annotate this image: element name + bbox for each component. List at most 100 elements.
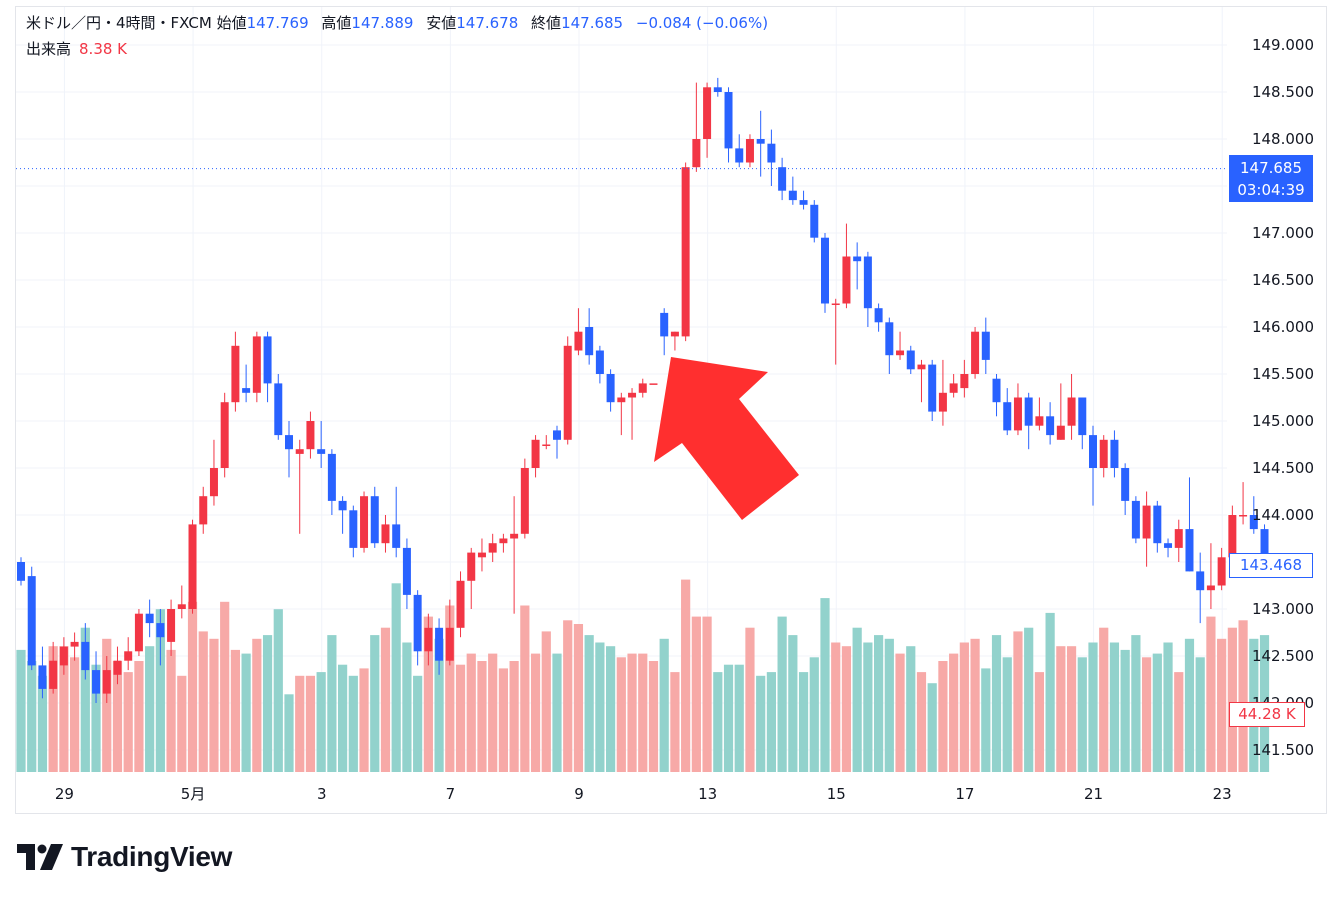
candle-body xyxy=(649,383,658,385)
volume-bar xyxy=(616,657,626,772)
y-tick-label: 149.000 xyxy=(1252,36,1314,54)
candle-body xyxy=(1067,397,1076,426)
candle-body xyxy=(1121,468,1130,501)
candle-body xyxy=(231,345,240,403)
candle-body xyxy=(628,392,637,398)
volume-bar xyxy=(1034,672,1044,772)
volume-bar xyxy=(1238,620,1248,772)
candle-body xyxy=(285,435,293,450)
volume-bar xyxy=(80,627,90,772)
candle-body xyxy=(70,641,79,647)
volume-bar xyxy=(48,646,58,772)
candle-body xyxy=(563,345,572,440)
candle-body xyxy=(27,576,36,666)
candle-body xyxy=(670,331,679,337)
candle-body xyxy=(1003,402,1012,431)
volume-bar xyxy=(916,672,927,772)
volume-bar xyxy=(1184,638,1195,772)
candle-body xyxy=(681,167,690,337)
candle-body xyxy=(424,627,433,652)
candle-body xyxy=(885,322,894,356)
volume-bar xyxy=(145,646,155,772)
volume-bar xyxy=(606,646,616,772)
candle-body xyxy=(263,336,272,384)
volume-bar xyxy=(166,649,176,772)
volume-bar xyxy=(788,635,798,772)
candle-body xyxy=(435,627,444,661)
candle-body xyxy=(402,547,411,595)
volume-bar xyxy=(1099,627,1109,772)
y-tick-label: 141.500 xyxy=(1252,741,1314,759)
volume-bar xyxy=(820,598,830,772)
candle-body xyxy=(295,449,304,454)
volume-bar xyxy=(402,642,412,772)
y-tick-label: 144.500 xyxy=(1252,459,1314,477)
volume-bar xyxy=(1066,646,1077,772)
x-tick-label: 21 xyxy=(1084,785,1103,803)
volume-bar xyxy=(777,616,787,772)
volume-bar xyxy=(155,609,165,772)
volume-bar xyxy=(70,657,80,772)
candle-body xyxy=(853,256,862,262)
tradingview-logo[interactable]: TradingView xyxy=(17,841,232,873)
volume-bar xyxy=(220,601,230,772)
legend-volume: 出来高 8.38 K xyxy=(26,38,127,59)
volume-bar xyxy=(991,635,1002,772)
y-tick-label: 145.500 xyxy=(1252,365,1314,383)
candle-body xyxy=(1153,505,1162,544)
open-value: 147.769 xyxy=(246,14,309,32)
volume-bar xyxy=(1056,646,1066,772)
volume-bar xyxy=(423,616,433,772)
last-price-value: 147.685 xyxy=(1239,159,1303,177)
volume-bar xyxy=(262,635,273,772)
x-tick-label: 7 xyxy=(446,785,456,803)
volume-tag: 44.28 K xyxy=(1229,702,1305,727)
volume-bar xyxy=(681,579,691,772)
volume-bar xyxy=(198,631,208,772)
volume-bar xyxy=(841,646,852,772)
volume-bar xyxy=(123,672,133,772)
volume-bar xyxy=(91,664,101,772)
volume-bar xyxy=(338,664,348,772)
symbol-label[interactable]: 米ドル／円・4時間・FXCM xyxy=(26,14,212,32)
candle-body xyxy=(156,623,165,638)
candle-body xyxy=(863,256,872,309)
y-tick-label: 147.000 xyxy=(1252,224,1314,242)
time-axis[interactable]: 29 5月 3 7 9 13 15 17 21 23 xyxy=(55,785,1232,803)
volume-bar xyxy=(134,661,144,772)
cursor-price-tag: 143.468 xyxy=(1229,553,1313,578)
volume-bar xyxy=(466,653,476,772)
volume-bars xyxy=(16,579,1270,772)
candlestick-chart[interactable]: 149.000148.500148.000147.500147.000146.5… xyxy=(16,7,1328,815)
volume-bar xyxy=(273,609,283,772)
candle-body xyxy=(488,543,497,553)
volume-bar xyxy=(595,642,605,772)
volume-bar xyxy=(391,583,401,772)
tradingview-logo-icon xyxy=(17,844,63,870)
y-tick-label: 146.500 xyxy=(1252,271,1314,289)
candle-body xyxy=(713,87,722,92)
x-tick-label: 15 xyxy=(827,785,846,803)
volume-bar xyxy=(1206,616,1216,772)
candle-body xyxy=(381,524,390,544)
candle-body xyxy=(177,604,186,609)
volume-bar xyxy=(927,683,937,772)
candle-body xyxy=(81,641,90,671)
legend-ohlc: 米ドル／円・4時間・FXCM 始値147.769 高値147.889 安値147… xyxy=(26,12,776,33)
low-value: 147.678 xyxy=(456,14,519,32)
price-axis[interactable]: 149.000148.500148.000147.500147.000146.5… xyxy=(1252,36,1314,759)
candle-body xyxy=(617,397,626,403)
bar-countdown: 03:04:39 xyxy=(1237,181,1305,199)
volume-bar xyxy=(563,620,573,772)
volume-bar xyxy=(552,653,562,772)
candle-body xyxy=(467,552,476,581)
volume-bar xyxy=(638,653,648,772)
candle-body xyxy=(59,646,68,666)
candle-body xyxy=(1099,439,1108,468)
candle-body xyxy=(756,139,765,144)
y-tick-label: 148.500 xyxy=(1252,83,1314,101)
volume-bar xyxy=(327,635,337,772)
high-value: 147.889 xyxy=(351,14,414,32)
volume-bar xyxy=(831,642,841,772)
volume-bar xyxy=(734,664,744,772)
